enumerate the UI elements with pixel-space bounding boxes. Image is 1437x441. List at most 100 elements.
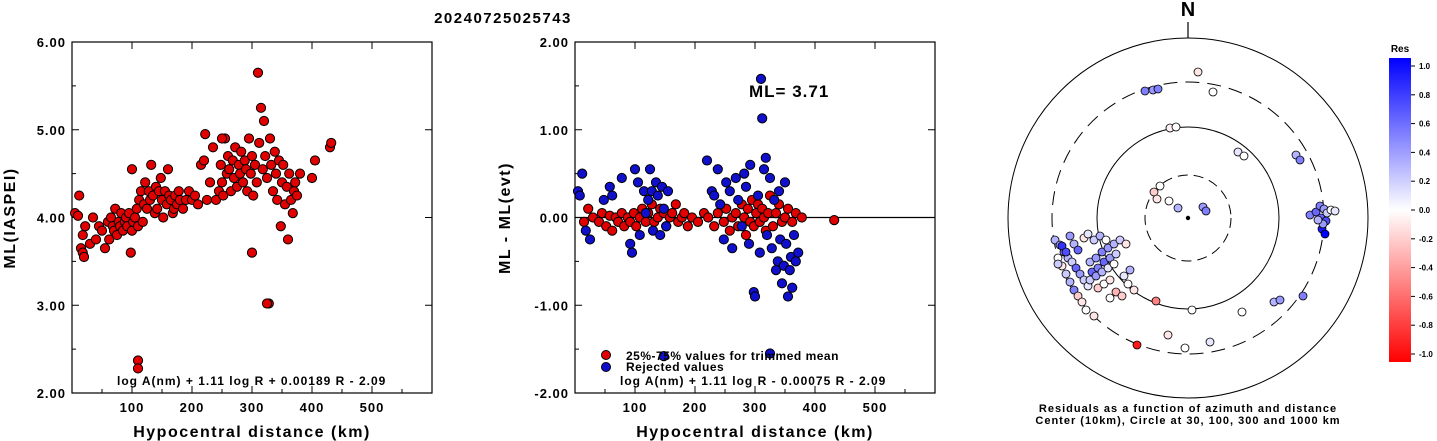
left-point (207, 142, 219, 153)
polar-point (1097, 267, 1107, 277)
left-point (291, 190, 303, 201)
center-dot (1185, 215, 1191, 221)
polar-point (1180, 343, 1190, 353)
middle-point (670, 199, 681, 210)
middle-point (764, 348, 776, 359)
left-xtick-label: 400 (300, 400, 325, 415)
colorbar-tick-label: 0.2 (1419, 177, 1431, 186)
legend-label-trimmed: 25%-75% values for trimmed mean (626, 349, 839, 363)
polar-point (1099, 257, 1109, 267)
middle-point (631, 221, 642, 232)
polar-point (1205, 337, 1215, 347)
middle-point (829, 215, 840, 226)
left-ytick-label: 5.00 (37, 123, 66, 138)
middle-point (634, 229, 645, 241)
left-point (74, 190, 85, 201)
polar-point (1239, 151, 1249, 161)
left-point (267, 186, 279, 197)
left-xtick-label: 500 (360, 400, 385, 415)
outer-circle (1007, 37, 1369, 399)
left-point (272, 194, 283, 206)
left-chart-points (69, 67, 337, 374)
middle-point (712, 208, 723, 219)
middle-point (724, 225, 735, 236)
north-label: N (1181, 0, 1195, 21)
middle-point (740, 229, 752, 241)
polar-point (1081, 305, 1091, 315)
polar-point (1320, 229, 1330, 239)
left-point (137, 216, 148, 227)
polar-point (1061, 247, 1071, 257)
legend-marker-rejected (601, 362, 611, 372)
middle-point (787, 282, 798, 293)
left-point (287, 208, 298, 219)
middle-point (739, 168, 750, 179)
middle-point (788, 229, 800, 241)
left-point (281, 181, 292, 192)
left-ytick-label: 3.00 (37, 298, 66, 313)
left-point (243, 133, 255, 144)
colorbar-title: Res (1391, 44, 1410, 55)
polar-point (1173, 203, 1183, 213)
middle-point (758, 164, 770, 175)
polar-point (1153, 84, 1163, 94)
middle-point (662, 186, 674, 197)
polar-point (1163, 330, 1173, 340)
left-point (236, 146, 247, 157)
left-point (146, 159, 157, 170)
middle-point (745, 159, 756, 170)
polar-point (1164, 196, 1174, 206)
colorbar-tick-label: 0.8 (1419, 91, 1431, 100)
polar-point (1125, 265, 1135, 275)
polar-point (1123, 279, 1133, 289)
polar-point (1071, 263, 1081, 273)
left-point (282, 234, 294, 245)
polar-point (1152, 194, 1162, 204)
middle-point (583, 203, 594, 214)
middle-point (647, 225, 659, 236)
polar-point (1187, 305, 1197, 315)
middle-point (658, 203, 669, 214)
left-xtick-label: 200 (180, 400, 205, 415)
left-xtick-label: 300 (240, 400, 265, 415)
colorbar: Res 1.0 0.8 0.6 0.4 0.2 0.0 -0.2 -0.4 -0.6 -0.8 -1… (1389, 44, 1433, 362)
middle-point (718, 216, 729, 227)
polar-point (1073, 291, 1083, 301)
middle-point (682, 221, 693, 232)
colorbar-ticks: 1.0 0.8 0.6 0.4 0.2 0.0 -0.2 -0.4 -0.6 -0.8 -1.0 (1411, 62, 1433, 359)
middle-point (796, 212, 807, 223)
middle-point (781, 238, 792, 249)
left-point (200, 129, 211, 140)
left-point (216, 133, 228, 144)
left-point (246, 247, 258, 258)
middle-point (767, 221, 779, 232)
polar-point (1311, 207, 1321, 217)
polar-point (1077, 297, 1087, 307)
middle-point (755, 73, 767, 84)
left-point (78, 251, 90, 263)
middle-point (782, 291, 794, 302)
middle-point (626, 247, 638, 258)
middle-point (667, 208, 678, 219)
left-point (141, 203, 153, 214)
middle-xtick-label: 400 (803, 400, 828, 415)
left-point (126, 164, 138, 175)
middle-ytick-label: 0.00 (540, 211, 569, 226)
left-point (261, 172, 273, 184)
middle-point (574, 190, 585, 201)
polar-point (1095, 231, 1105, 241)
left-point (87, 212, 99, 223)
left-ytick-label: 4.00 (37, 211, 66, 226)
middle-point (607, 190, 618, 201)
polar-caption-2: Center (10km), Circle at 30, 100, 300 an… (1035, 415, 1340, 427)
polar-point (1083, 229, 1093, 239)
middle-chart: 100 200 300 400 500 -2.00 -1.00 0.00 1.00 2.00 ML… (497, 35, 936, 441)
polar-point (1111, 249, 1121, 259)
left-point (224, 164, 235, 175)
polar-point (1117, 291, 1127, 301)
legend: 25%-75% values for trimmed mean Rejected… (601, 349, 839, 374)
left-point (290, 177, 301, 188)
middle-point (733, 194, 744, 206)
middle-point (752, 190, 764, 201)
polar-point (1065, 277, 1075, 287)
